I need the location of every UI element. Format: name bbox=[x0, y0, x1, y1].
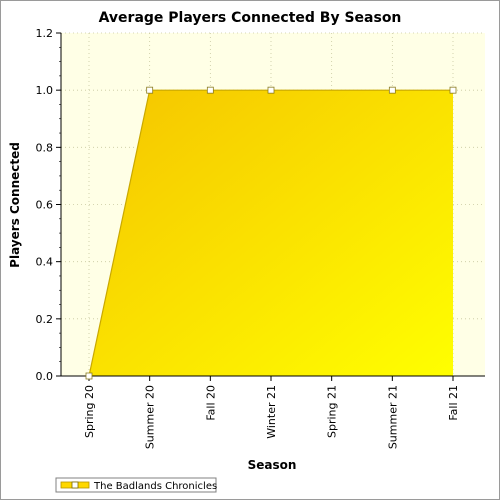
y-tick-labels: 0.0 0.2 0.4 0.6 0.8 1.0 1.2 bbox=[36, 27, 54, 383]
y-tick-label: 0.4 bbox=[36, 256, 54, 269]
legend-label: The Badlands Chronicles bbox=[93, 481, 217, 492]
x-tick-label: Fall 20 bbox=[204, 385, 217, 421]
x-tick-label: Summer 20 bbox=[144, 385, 157, 449]
legend: The Badlands Chronicles bbox=[55, 477, 217, 493]
axes bbox=[56, 32, 485, 381]
x-tick-label: Winter 21 bbox=[265, 385, 278, 439]
legend-box bbox=[55, 477, 217, 493]
y-tick-label: 0.8 bbox=[36, 141, 54, 154]
x-tick-label: Spring 20 bbox=[83, 385, 96, 438]
data-points bbox=[85, 86, 457, 380]
data-point bbox=[206, 86, 214, 94]
y-tick-label: 0.2 bbox=[36, 313, 54, 326]
x-tick-label: Spring 21 bbox=[326, 385, 339, 438]
series-area-layer bbox=[88, 89, 453, 377]
x-axis-label: Season bbox=[248, 458, 297, 472]
data-point bbox=[146, 86, 154, 94]
legend-marker-icon bbox=[71, 481, 79, 489]
data-point bbox=[85, 372, 93, 380]
x-tick-labels: Spring 20 Summer 20 Fall 20 Winter 21 Spring… bbox=[83, 385, 460, 449]
x-tick-label: Summer 21 bbox=[386, 385, 399, 449]
y-tick-label: 1.0 bbox=[36, 84, 54, 97]
y-tick-label: 0.0 bbox=[36, 370, 54, 383]
data-point bbox=[449, 86, 457, 94]
series-line bbox=[88, 89, 453, 377]
y-axis-label: Players Connected bbox=[8, 142, 22, 268]
data-point bbox=[267, 86, 275, 94]
y-tick-label: 0.6 bbox=[36, 199, 54, 212]
data-point bbox=[388, 86, 396, 94]
series-area bbox=[89, 90, 453, 377]
chart-title: Average Players Connected By Season bbox=[99, 10, 402, 26]
y-tick-label: 1.2 bbox=[36, 27, 54, 40]
x-tick-label: Fall 21 bbox=[447, 385, 460, 421]
